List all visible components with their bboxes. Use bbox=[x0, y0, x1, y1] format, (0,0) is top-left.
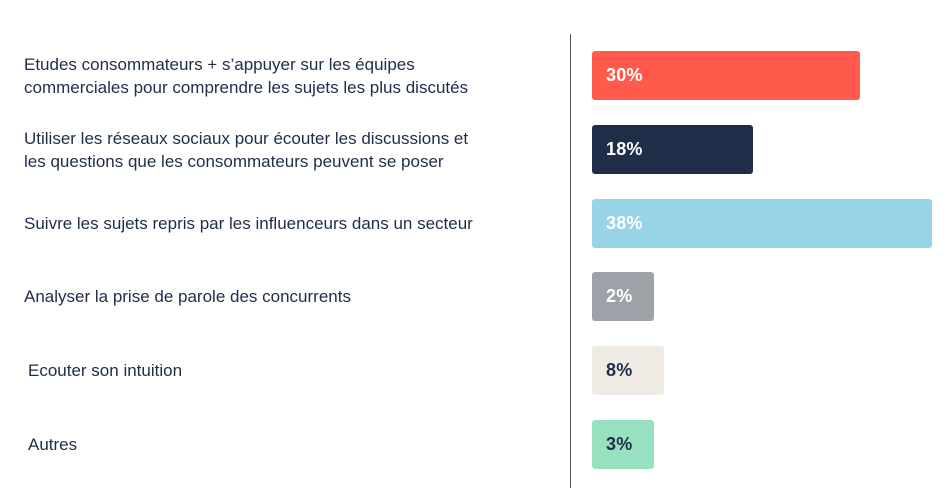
category-label: Etudes consommateurs + s’appuyer sur les… bbox=[24, 54, 469, 97]
category-label: Utiliser les réseaux sociaux pour écoute… bbox=[24, 128, 469, 171]
bar: 38% bbox=[592, 199, 932, 248]
category-label: Ecouter son intuition bbox=[28, 361, 183, 380]
axis-divider bbox=[570, 34, 571, 488]
category-label: Analyser la prise de parole des concurre… bbox=[24, 287, 351, 306]
bar-value-label: 2% bbox=[606, 286, 633, 306]
bar-value-label: 38% bbox=[606, 213, 643, 233]
category-label: Autres bbox=[28, 435, 78, 454]
bar-value-label: 30% bbox=[606, 65, 643, 85]
bar: 2% bbox=[592, 272, 654, 321]
bar-value-label: 18% bbox=[606, 139, 643, 159]
bar: 30% bbox=[592, 51, 860, 100]
category-label: Suivre les sujets repris par les influen… bbox=[24, 214, 473, 233]
bar: 8% bbox=[592, 346, 664, 395]
bar-value-label: 3% bbox=[606, 434, 633, 454]
bar: 18% bbox=[592, 125, 753, 174]
bar: 3% bbox=[592, 420, 654, 469]
bar-value-label: 8% bbox=[606, 360, 633, 380]
